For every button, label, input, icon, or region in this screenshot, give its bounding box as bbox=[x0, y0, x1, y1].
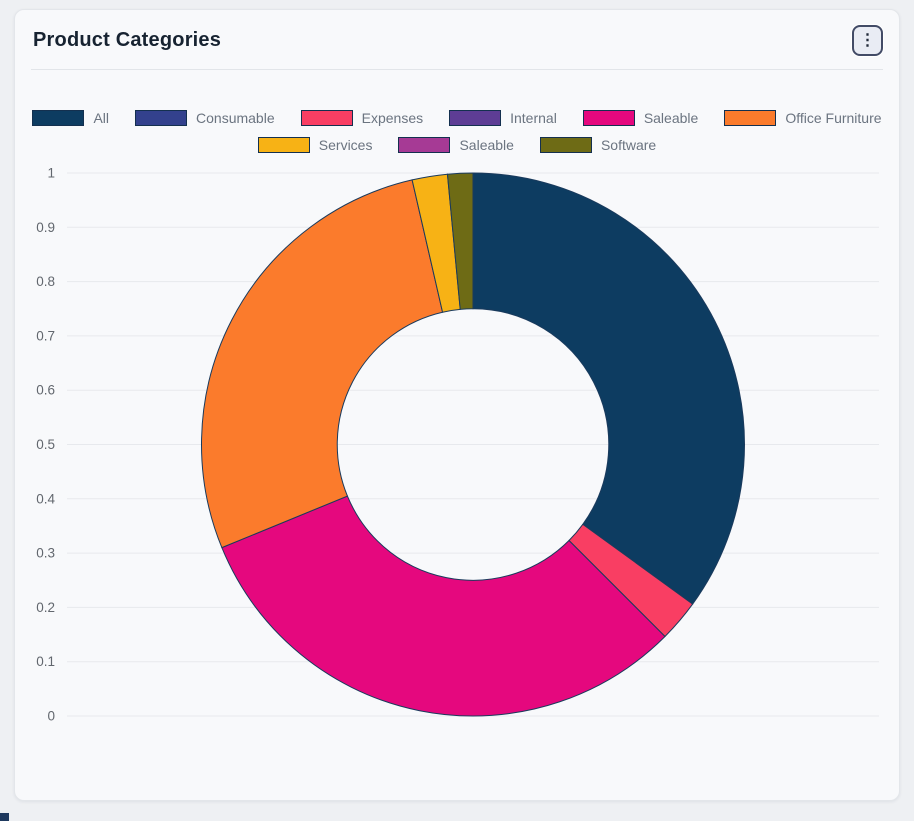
legend-item-internal[interactable]: Internal bbox=[449, 110, 557, 126]
y-axis-tick: 0.7 bbox=[36, 328, 55, 343]
legend-label: Office Furniture bbox=[785, 110, 882, 126]
legend-label: Software bbox=[600, 137, 657, 153]
chart-area: 1 0.9 0.8 0.7 0.6 0.5 0.4 0.3 0.2 0.1 0 bbox=[31, 163, 883, 729]
product-categories-card: Product Categories ⋮ All Consumable Expens… bbox=[14, 9, 900, 801]
legend-label: Expenses bbox=[361, 110, 424, 126]
legend-swatch bbox=[724, 110, 777, 126]
header-divider bbox=[31, 69, 883, 70]
chart-legend: All Consumable Expenses Internal Saleable Off… bbox=[31, 110, 883, 153]
pie-slice-software[interactable] bbox=[446, 172, 474, 310]
pie-slice-saleable[interactable] bbox=[221, 495, 666, 717]
legend-item-office-furniture[interactable]: Office Furniture bbox=[724, 110, 882, 126]
kebab-icon: ⋮ bbox=[859, 31, 876, 49]
donut-chart: 1 0.9 0.8 0.7 0.6 0.5 0.4 0.3 0.2 0.1 0 bbox=[36, 166, 879, 724]
legend-label: All bbox=[93, 110, 110, 126]
legend-item-consumable[interactable]: Consumable bbox=[135, 110, 275, 126]
legend-swatch bbox=[32, 110, 85, 126]
legend-label: Saleable bbox=[643, 110, 699, 126]
kebab-menu-button[interactable]: ⋮ bbox=[852, 25, 883, 56]
legend-swatch bbox=[135, 110, 188, 126]
legend-swatch bbox=[300, 110, 353, 126]
legend-item-software[interactable]: Software bbox=[539, 137, 657, 153]
y-axis-tick: 1 bbox=[47, 166, 55, 181]
legend-item-saleable[interactable]: Saleable bbox=[582, 110, 699, 126]
legend-item-saleable[interactable]: Saleable bbox=[398, 137, 514, 153]
legend-label: Consumable bbox=[196, 110, 275, 126]
legend-row: Services Saleable Software bbox=[31, 137, 883, 153]
y-axis-tick: 0.3 bbox=[36, 546, 55, 561]
y-axis-tick: 0.4 bbox=[36, 491, 55, 506]
y-axis-tick: 0.2 bbox=[36, 600, 55, 615]
legend-label: Saleable bbox=[459, 137, 514, 153]
legend-item-expenses[interactable]: Expenses bbox=[300, 110, 424, 126]
legend-label: Services bbox=[318, 137, 373, 153]
y-axis-tick: 0.9 bbox=[36, 220, 55, 235]
card-header: Product Categories ⋮ bbox=[31, 10, 883, 69]
legend-swatch bbox=[582, 110, 635, 126]
y-axis-tick: 0.5 bbox=[36, 437, 55, 452]
y-axis-tick: 0.1 bbox=[36, 654, 55, 669]
legend-item-all[interactable]: All bbox=[32, 110, 109, 126]
pie-slice-office-furniture[interactable] bbox=[201, 179, 444, 549]
legend-swatch bbox=[257, 137, 310, 153]
legend-swatch bbox=[539, 137, 592, 153]
y-axis-tick: 0 bbox=[47, 709, 55, 724]
legend-label: Internal bbox=[510, 110, 557, 126]
legend-swatch bbox=[398, 137, 451, 153]
legend-swatch bbox=[449, 110, 502, 126]
offscreen-element-fragment bbox=[0, 813, 9, 821]
y-axis-tick: 0.6 bbox=[36, 383, 55, 398]
legend-row: All Consumable Expenses Internal Saleable Off… bbox=[31, 110, 883, 126]
page-title: Product Categories bbox=[33, 29, 222, 51]
y-axis-tick: 0.8 bbox=[36, 274, 55, 289]
legend-item-services[interactable]: Services bbox=[257, 137, 373, 153]
pie-slice-all[interactable] bbox=[472, 172, 745, 605]
